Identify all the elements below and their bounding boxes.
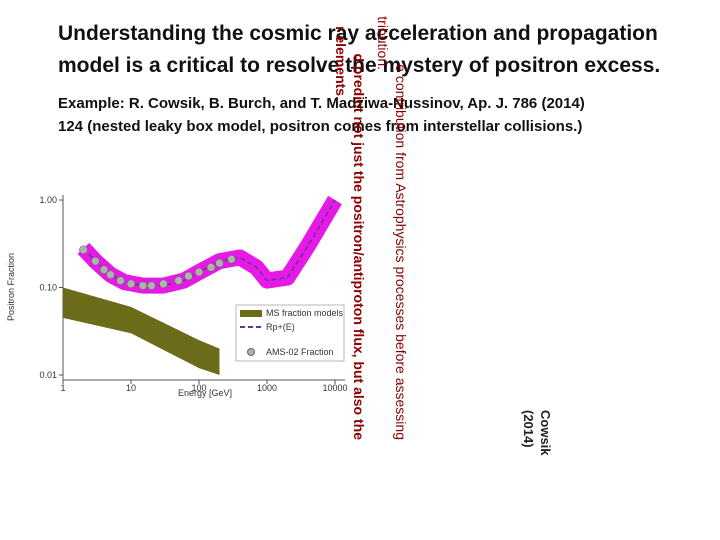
y-tick-label: 0.01 bbox=[39, 370, 57, 380]
ams-point bbox=[184, 271, 193, 281]
legend-label: MS fraction models bbox=[266, 308, 344, 318]
example: Example: R. Cowsik, B. Burch, and T. Mad… bbox=[58, 95, 585, 112]
ams-point bbox=[116, 276, 125, 285]
legend-swatch bbox=[247, 348, 255, 356]
legend-label: AMS-02 Fraction bbox=[266, 347, 334, 357]
ams-point bbox=[106, 270, 115, 280]
x-axis-label: Energy [GeV] bbox=[178, 388, 232, 398]
ams-point bbox=[138, 281, 148, 290]
example: 124 (nested leaky box model, positron co… bbox=[58, 118, 582, 135]
y-tick-label: 1.00 bbox=[39, 195, 57, 205]
figure: 1 10 100 1000 10000 0.01 0.10 1.00 MS fraction … bbox=[6, 195, 348, 398]
legend-label: Rp+(E) bbox=[266, 322, 295, 332]
ams-point bbox=[206, 263, 216, 272]
ams-point bbox=[215, 258, 224, 268]
overlay-text: d predict not just the positron/antiprot… bbox=[351, 53, 367, 440]
ams-point bbox=[99, 265, 109, 274]
ms-band bbox=[63, 287, 220, 375]
overlay-text: tribution. bbox=[375, 16, 391, 70]
title: Understanding the cosmic ray acceleratio… bbox=[58, 22, 658, 45]
ams-point bbox=[174, 276, 183, 285]
ams-point bbox=[227, 255, 236, 264]
ams-point bbox=[147, 281, 156, 290]
y-axis-label: Positron Fraction bbox=[6, 253, 16, 321]
legend-swatch bbox=[240, 310, 262, 317]
ams-point bbox=[159, 279, 168, 289]
ams-point bbox=[91, 256, 100, 266]
x-tick-label: 1 bbox=[60, 383, 65, 393]
x-tick-label: 10000 bbox=[322, 383, 347, 393]
y-tick-label: 0.10 bbox=[39, 283, 57, 293]
ams-point bbox=[194, 267, 204, 277]
ams-point bbox=[126, 279, 136, 289]
overlay-text: e contribution from Astrophysics process… bbox=[393, 64, 409, 440]
x-tick-label: 100 bbox=[191, 383, 206, 393]
citation: (2014) bbox=[521, 410, 536, 448]
citation: Cowsik bbox=[538, 410, 553, 456]
title: model is a critical to resolve the myste… bbox=[58, 54, 660, 77]
overlay-text: r elements. bbox=[333, 26, 349, 100]
x-tick-label: 10 bbox=[126, 383, 136, 393]
ams-point bbox=[79, 245, 88, 255]
x-tick-label: 1000 bbox=[257, 383, 277, 393]
